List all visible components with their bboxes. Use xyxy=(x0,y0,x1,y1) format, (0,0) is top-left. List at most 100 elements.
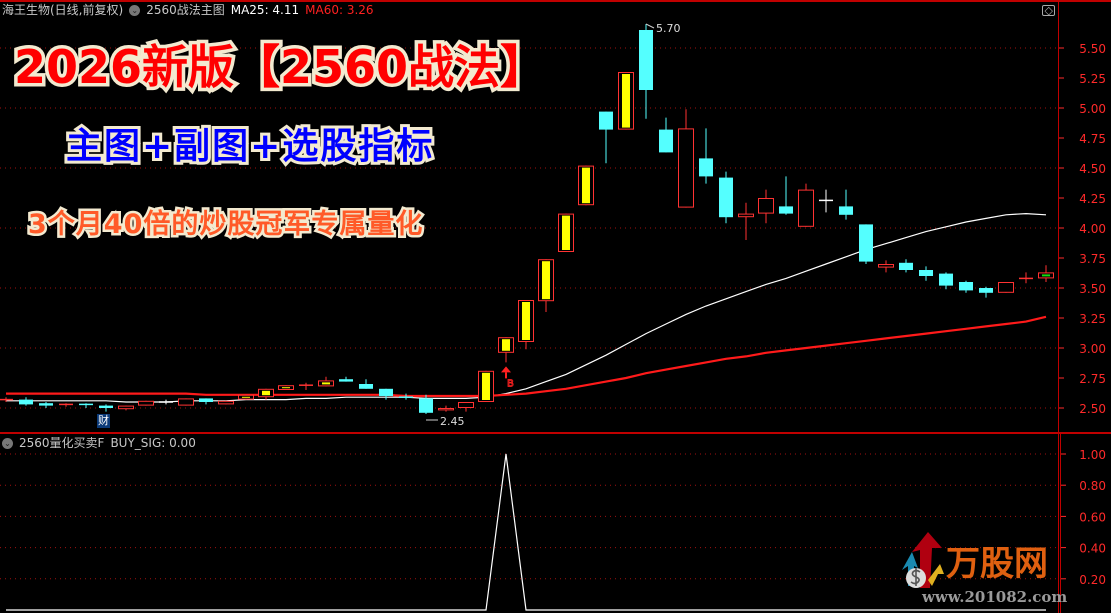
candle xyxy=(919,266,933,281)
candle xyxy=(99,404,113,412)
candle-body xyxy=(39,403,53,406)
candle-body xyxy=(839,206,853,215)
candle xyxy=(258,388,274,400)
y-tick-label: 4.00 xyxy=(1079,222,1106,236)
candle-body xyxy=(738,213,754,218)
candle xyxy=(839,189,853,220)
price-axis-border xyxy=(1058,0,1059,613)
candle xyxy=(318,376,334,387)
candle xyxy=(399,393,413,400)
candle xyxy=(758,189,774,224)
candle-body xyxy=(939,273,953,286)
candle-body xyxy=(779,206,793,214)
candle xyxy=(599,111,613,164)
y-tick-label: 3.00 xyxy=(1079,342,1106,356)
candle-body xyxy=(138,400,154,406)
candle xyxy=(199,398,213,405)
candle xyxy=(498,337,514,363)
candle-body xyxy=(339,379,353,382)
signal-fill xyxy=(522,302,530,340)
candle-body xyxy=(218,400,234,405)
y-tick-label: 4.25 xyxy=(1079,192,1106,206)
candle xyxy=(419,394,433,414)
candle xyxy=(719,171,733,224)
candle xyxy=(959,280,973,293)
candle xyxy=(118,405,134,411)
buy-arrow-icon xyxy=(501,366,511,373)
candle xyxy=(859,224,873,264)
y-tick-label: 5.00 xyxy=(1079,102,1106,116)
signal-fill xyxy=(322,382,330,385)
candle-body xyxy=(458,402,474,408)
finance-marker[interactable]: 财 xyxy=(97,414,110,428)
candle-body xyxy=(959,282,973,291)
candle xyxy=(899,259,913,273)
candle xyxy=(578,165,594,206)
candle xyxy=(618,72,634,130)
signal-fill xyxy=(262,390,270,396)
candle-body xyxy=(998,282,1014,293)
low-price-label: 2.45 xyxy=(440,415,465,428)
candle xyxy=(538,259,554,312)
candle xyxy=(998,282,1014,293)
y-tick-label: 4.50 xyxy=(1079,162,1106,176)
candle xyxy=(379,388,393,400)
candle xyxy=(359,379,373,389)
buy-sig-line xyxy=(6,453,1046,611)
candle xyxy=(218,400,234,405)
indicator-name[interactable]: 2560战法主图 xyxy=(146,3,225,17)
candle xyxy=(819,189,833,213)
candle xyxy=(39,402,53,408)
signal-fill xyxy=(482,372,490,400)
candle-body xyxy=(878,264,894,268)
y-tick-label: 3.25 xyxy=(1079,312,1106,326)
main-pane-header: 海王生物(日线,前复权) ⌄ 2560战法主图 MA25: 4.11 MA60:… xyxy=(2,3,374,17)
candle xyxy=(798,183,814,227)
candle xyxy=(659,117,673,153)
candle xyxy=(738,202,754,240)
window-toggle-icon[interactable] xyxy=(1042,5,1055,16)
candle xyxy=(458,402,474,412)
candle xyxy=(878,260,894,273)
candle xyxy=(678,109,694,208)
candle-body xyxy=(419,398,433,413)
y-tick-label: 5.50 xyxy=(1079,42,1106,56)
candle xyxy=(478,370,494,402)
candle xyxy=(939,272,953,290)
sub-indicator-name[interactable]: 2560量化买卖F xyxy=(19,436,105,450)
candle-body xyxy=(118,405,134,410)
signal-fill xyxy=(502,339,510,351)
pane-separator[interactable] xyxy=(0,432,1111,434)
chevron-down-icon[interactable]: ⌄ xyxy=(2,437,13,449)
candle xyxy=(79,403,93,408)
watermark-url: www.201082.com xyxy=(922,588,1068,606)
candle-body xyxy=(919,270,933,276)
chevron-down-icon[interactable]: ⌄ xyxy=(129,4,141,16)
candle-body xyxy=(699,158,713,177)
candle xyxy=(278,385,294,391)
candle-body xyxy=(199,398,213,402)
candle-body xyxy=(178,398,194,406)
candle xyxy=(138,400,154,406)
candle-body xyxy=(798,189,814,227)
diamond-icon[interactable]: ◇ xyxy=(1044,4,1053,17)
y-tick-label: 5.25 xyxy=(1079,72,1106,86)
candle xyxy=(178,398,194,406)
stock-name[interactable]: 海王生物(日线,前复权) xyxy=(2,3,124,17)
candle xyxy=(19,397,33,406)
buy-marker-label: B xyxy=(507,378,514,389)
candle xyxy=(238,394,254,400)
candle xyxy=(438,405,454,412)
buy-signal-label: BUY_SIG: 0.00 xyxy=(110,436,196,450)
candle-body xyxy=(99,405,113,408)
candle xyxy=(1038,265,1054,282)
candle-body xyxy=(379,388,393,396)
signal-fill xyxy=(582,167,590,204)
sub-axis-border xyxy=(1060,434,1061,613)
ma60-label: MA60: 3.26 xyxy=(305,3,374,17)
candle-body xyxy=(678,128,694,208)
candle-body xyxy=(639,30,653,90)
candle xyxy=(339,376,353,382)
candle-body xyxy=(719,177,733,218)
